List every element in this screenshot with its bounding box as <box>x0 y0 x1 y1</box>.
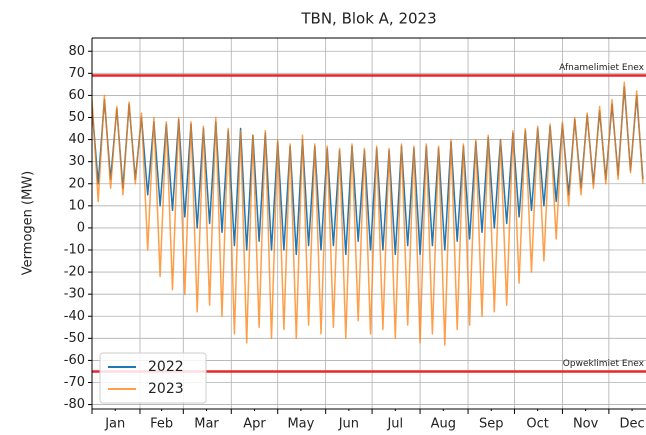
limit-label: Opweklimiet Enex <box>563 359 645 369</box>
plot <box>92 81 644 346</box>
y-tick-label: -60 <box>64 353 85 368</box>
legend-label: 2022 <box>148 359 184 375</box>
x-tick-label: Sep <box>479 417 504 432</box>
y-tick-label: -80 <box>64 397 85 412</box>
series-line <box>92 81 644 346</box>
y-tick-label: 0 <box>77 220 85 235</box>
y-tick-label: 50 <box>68 110 85 125</box>
x-tick-label: Jul <box>386 417 403 432</box>
x-tick-label: Feb <box>150 417 173 432</box>
y-tick-label: 70 <box>68 66 85 81</box>
limit-label: Afnamelimiet Enex <box>559 63 644 73</box>
x-tick-label: Jun <box>338 417 359 432</box>
y-tick-label: 80 <box>68 44 85 59</box>
x-tick-label: Oct <box>526 417 548 432</box>
y-tick-label: 10 <box>68 198 85 213</box>
y-tick-label: -20 <box>64 265 85 280</box>
y-tick-label: 30 <box>68 154 85 169</box>
y-tick-label: -70 <box>64 375 85 390</box>
y-tick-label: 60 <box>68 88 85 103</box>
x-tick-label: Jan <box>104 417 125 432</box>
x-tick-label: May <box>287 417 314 432</box>
y-tick-label: -40 <box>64 309 85 324</box>
legend-label: 2023 <box>148 381 184 397</box>
y-tick-label: -30 <box>64 287 85 302</box>
legend-box <box>99 352 207 404</box>
y-tick-label: -50 <box>64 331 85 346</box>
y-tick-label: -10 <box>64 243 85 258</box>
x-tick-label: Nov <box>573 417 599 432</box>
y-tick-label: 20 <box>68 176 85 191</box>
y-tick-label: 40 <box>68 132 85 147</box>
x-tick-label: Dec <box>619 417 644 432</box>
x-tick-label: Apr <box>243 417 266 432</box>
x-tick-label: Mar <box>194 417 219 432</box>
y-axis-label: Vermogen (MW) <box>21 171 36 275</box>
x-tick-label: Aug <box>431 417 456 432</box>
chart-title: TBN, Blok A, 2023 <box>300 10 436 28</box>
